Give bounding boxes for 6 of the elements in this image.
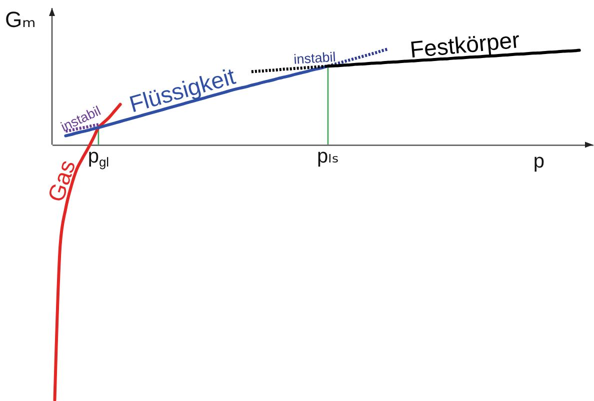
text: Festkörper xyxy=(408,26,522,63)
x-tick-label: pₗₛ xyxy=(317,146,339,168)
text: Gas xyxy=(42,156,80,205)
x-axis-title: p xyxy=(533,150,544,173)
series-label: instabil xyxy=(293,49,336,67)
y-axis-title: Gₘ xyxy=(5,7,36,32)
